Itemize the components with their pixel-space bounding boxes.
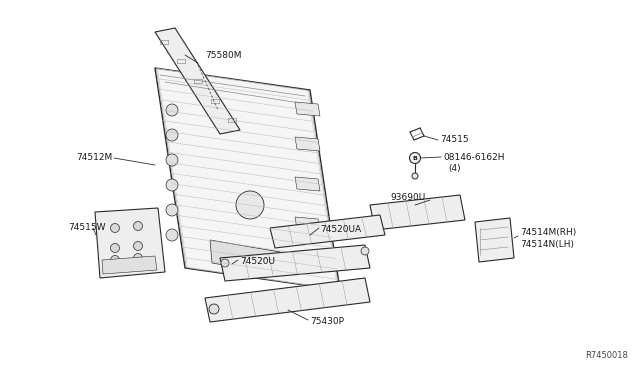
Polygon shape <box>270 215 385 248</box>
Text: 74514M(RH): 74514M(RH) <box>520 228 576 237</box>
Text: 08146-6162H: 08146-6162H <box>443 153 504 161</box>
Polygon shape <box>155 28 240 134</box>
Text: 74520U: 74520U <box>240 257 275 266</box>
Text: 74515W: 74515W <box>68 224 106 232</box>
Polygon shape <box>95 208 165 278</box>
Text: B: B <box>413 155 417 160</box>
Circle shape <box>111 256 120 264</box>
Circle shape <box>134 221 143 231</box>
Text: R7450018: R7450018 <box>585 351 628 360</box>
Circle shape <box>221 259 229 267</box>
Text: 75430P: 75430P <box>310 317 344 327</box>
Text: 74515: 74515 <box>440 135 468 144</box>
Circle shape <box>134 241 143 250</box>
Text: 74514N(LH): 74514N(LH) <box>520 240 574 248</box>
Circle shape <box>111 244 120 253</box>
Circle shape <box>410 153 420 164</box>
Text: (4): (4) <box>448 164 461 173</box>
Polygon shape <box>370 195 465 230</box>
Polygon shape <box>475 218 514 262</box>
Circle shape <box>209 304 219 314</box>
Circle shape <box>236 191 264 219</box>
Text: 75580M: 75580M <box>205 51 241 60</box>
Circle shape <box>412 173 418 179</box>
Polygon shape <box>102 256 157 274</box>
Text: 74520UA: 74520UA <box>320 225 361 234</box>
Polygon shape <box>295 102 320 116</box>
Polygon shape <box>220 245 370 281</box>
Polygon shape <box>295 137 320 151</box>
Circle shape <box>166 204 178 216</box>
Circle shape <box>166 129 178 141</box>
Circle shape <box>134 253 143 263</box>
Polygon shape <box>295 177 320 191</box>
Circle shape <box>166 179 178 191</box>
Circle shape <box>361 247 369 255</box>
Text: 93690U: 93690U <box>390 193 425 202</box>
Circle shape <box>166 104 178 116</box>
Polygon shape <box>155 68 340 290</box>
Circle shape <box>166 154 178 166</box>
Circle shape <box>111 224 120 232</box>
Polygon shape <box>295 217 320 231</box>
Polygon shape <box>205 278 370 322</box>
Polygon shape <box>210 240 282 275</box>
Text: 74512M: 74512M <box>76 154 112 163</box>
Circle shape <box>166 229 178 241</box>
